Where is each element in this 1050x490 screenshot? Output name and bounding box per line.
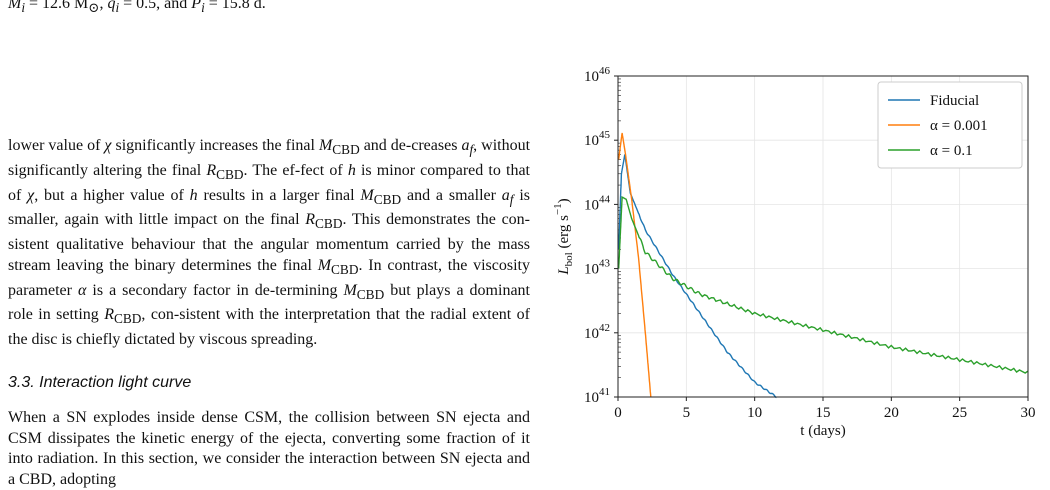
x-tick-label: 30 [1021, 405, 1036, 421]
x-axis-label: t (days) [800, 423, 845, 439]
x-tick-label: 25 [952, 405, 967, 421]
y-tick-label: 1045 [584, 129, 611, 149]
legend-label: α = 0.001 [930, 118, 988, 134]
x-tick-label: 10 [747, 405, 762, 421]
y-tick-label: 1046 [584, 65, 611, 85]
light-curve-chart: 0 5 10 15 20 25 30 1041 1042 1043 1044 1045 1046 t (d… [552, 65, 1036, 439]
y-tick-label: 1042 [584, 322, 610, 342]
x-tick-label: 0 [614, 405, 622, 421]
y-tick-label: 1044 [584, 193, 611, 213]
y-tick-label: 1041 [584, 386, 610, 406]
y-tick-label: 1043 [584, 258, 611, 278]
legend-label: α = 0.1 [930, 143, 973, 159]
top-line: Mi = 12.6 M⊙, qi = 0.5, and Pi = 15.8 d. [8, 0, 266, 16]
paragraph-1: lower value of χ significantly increases… [8, 137, 531, 349]
legend-box [877, 81, 1023, 169]
x-tick-label: 15 [816, 405, 831, 421]
series-line-2 [618, 132, 652, 398]
series-line-3 [618, 195, 1029, 374]
text-column: lower value of χ significantly increases… [8, 136, 530, 351]
paragraph-2: When a SN explodes inside dense CSM, the… [8, 409, 530, 488]
section-heading: 3.3. Interaction light curve [8, 374, 192, 391]
x-tick-label: 20 [884, 405, 899, 421]
y-axis-label: Lbol (erg s−1) [552, 198, 575, 275]
series-line-1 [618, 154, 777, 399]
x-tick-label: 5 [683, 405, 691, 421]
legend-label: Fiducial [930, 93, 979, 109]
